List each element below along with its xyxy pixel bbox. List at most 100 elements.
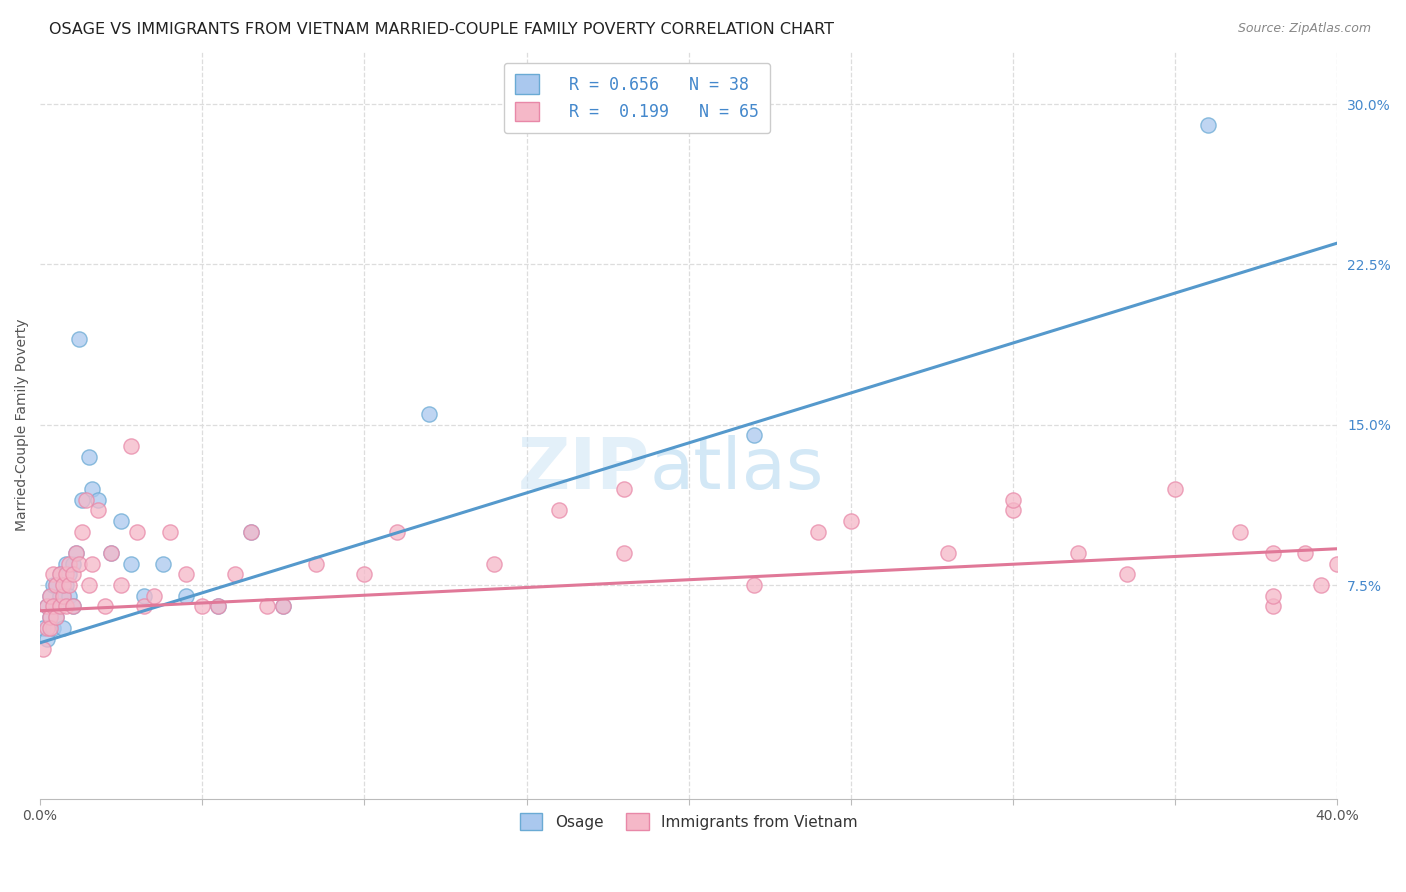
Point [87,503,110,517]
Point [52,589,75,603]
Point [548,503,571,517]
Point [52,621,75,635]
Point [94,599,117,614]
Point [273,599,295,614]
Point [38,589,60,603]
Point [42,599,65,614]
Point [35,599,58,614]
Point [159,524,181,539]
Point [120,439,142,453]
Point [239,524,262,539]
Point [1229,524,1251,539]
Point [65,546,87,560]
Point [207,599,229,614]
Point [62,599,84,614]
Point [38,610,60,624]
Point [45,578,67,592]
Point [191,599,214,614]
Point [42,567,65,582]
Point [48,599,70,614]
Point [45,578,67,592]
Text: atlas: atlas [650,435,824,504]
Point [35,599,58,614]
Point [142,589,165,603]
Point [127,524,149,539]
Point [48,567,70,582]
Point [75,492,97,507]
Point [224,567,246,582]
Point [72,492,94,507]
Point [48,567,70,582]
Point [100,546,122,560]
Point [48,589,70,603]
Point [52,589,75,603]
Point [273,599,295,614]
Point [1002,503,1025,517]
Point [35,621,58,635]
Point [38,621,60,635]
Point [38,610,60,624]
Point [77,450,100,464]
Point [418,407,440,421]
Point [482,557,505,571]
Point [174,567,197,582]
Point [1326,557,1348,571]
Point [72,524,94,539]
Legend: Osage, Immigrants from Vietnam: Osage, Immigrants from Vietnam [513,807,865,836]
Point [110,578,132,592]
Point [1261,599,1284,614]
Point [45,610,67,624]
Point [613,546,636,560]
Point [807,524,830,539]
Point [45,610,67,624]
Point [110,514,132,528]
Point [239,524,262,539]
Point [55,557,77,571]
Point [120,557,142,571]
Point [55,578,77,592]
Point [256,599,278,614]
Point [152,557,174,571]
Point [58,557,80,571]
Point [132,589,155,603]
Point [77,578,100,592]
Point [42,621,65,635]
Point [38,589,60,603]
Point [67,332,90,346]
Point [35,632,58,646]
Point [62,599,84,614]
Point [613,482,636,496]
Point [742,428,765,442]
Point [936,546,959,560]
Point [32,642,55,657]
Y-axis label: Married-Couple Family Poverty: Married-Couple Family Poverty [15,318,30,531]
Point [305,557,328,571]
Point [1261,546,1284,560]
Point [80,557,103,571]
Point [1067,546,1090,560]
Point [62,557,84,571]
Point [55,567,77,582]
Point [80,482,103,496]
Point [58,589,80,603]
Point [1002,492,1025,507]
Point [742,578,765,592]
Point [839,514,862,528]
Point [32,621,55,635]
Text: Source: ZipAtlas.com: Source: ZipAtlas.com [1237,22,1371,36]
Point [58,578,80,592]
Point [174,589,197,603]
Point [62,567,84,582]
Point [42,578,65,592]
Text: ZIP: ZIP [517,435,650,504]
Point [65,546,87,560]
Point [1164,482,1187,496]
Point [132,599,155,614]
Text: OSAGE VS IMMIGRANTS FROM VIETNAM MARRIED-COUPLE FAMILY POVERTY CORRELATION CHART: OSAGE VS IMMIGRANTS FROM VIETNAM MARRIED… [49,22,834,37]
Point [87,492,110,507]
Point [1294,546,1316,560]
Point [45,599,67,614]
Point [100,546,122,560]
Point [207,599,229,614]
Point [67,557,90,571]
